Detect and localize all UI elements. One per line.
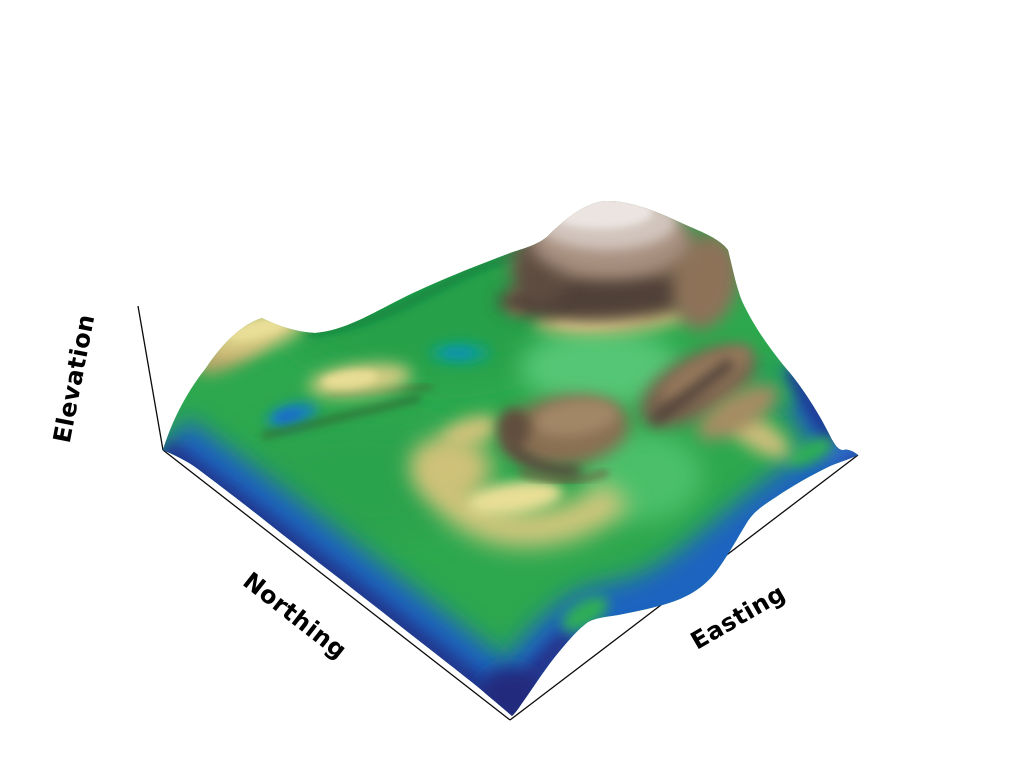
terrain-depressions [261,342,490,440]
z-axis-line [137,305,164,451]
y-axis-label: Northing [238,567,353,665]
z-axis-label: Elevation [48,312,100,445]
y-axis-line [162,449,511,721]
x-axis-label: Easting [686,579,790,655]
